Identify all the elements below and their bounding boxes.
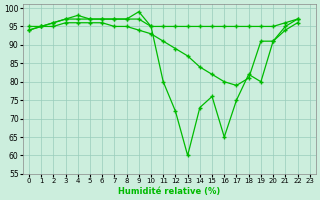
X-axis label: Humidité relative (%): Humidité relative (%) [118, 187, 220, 196]
